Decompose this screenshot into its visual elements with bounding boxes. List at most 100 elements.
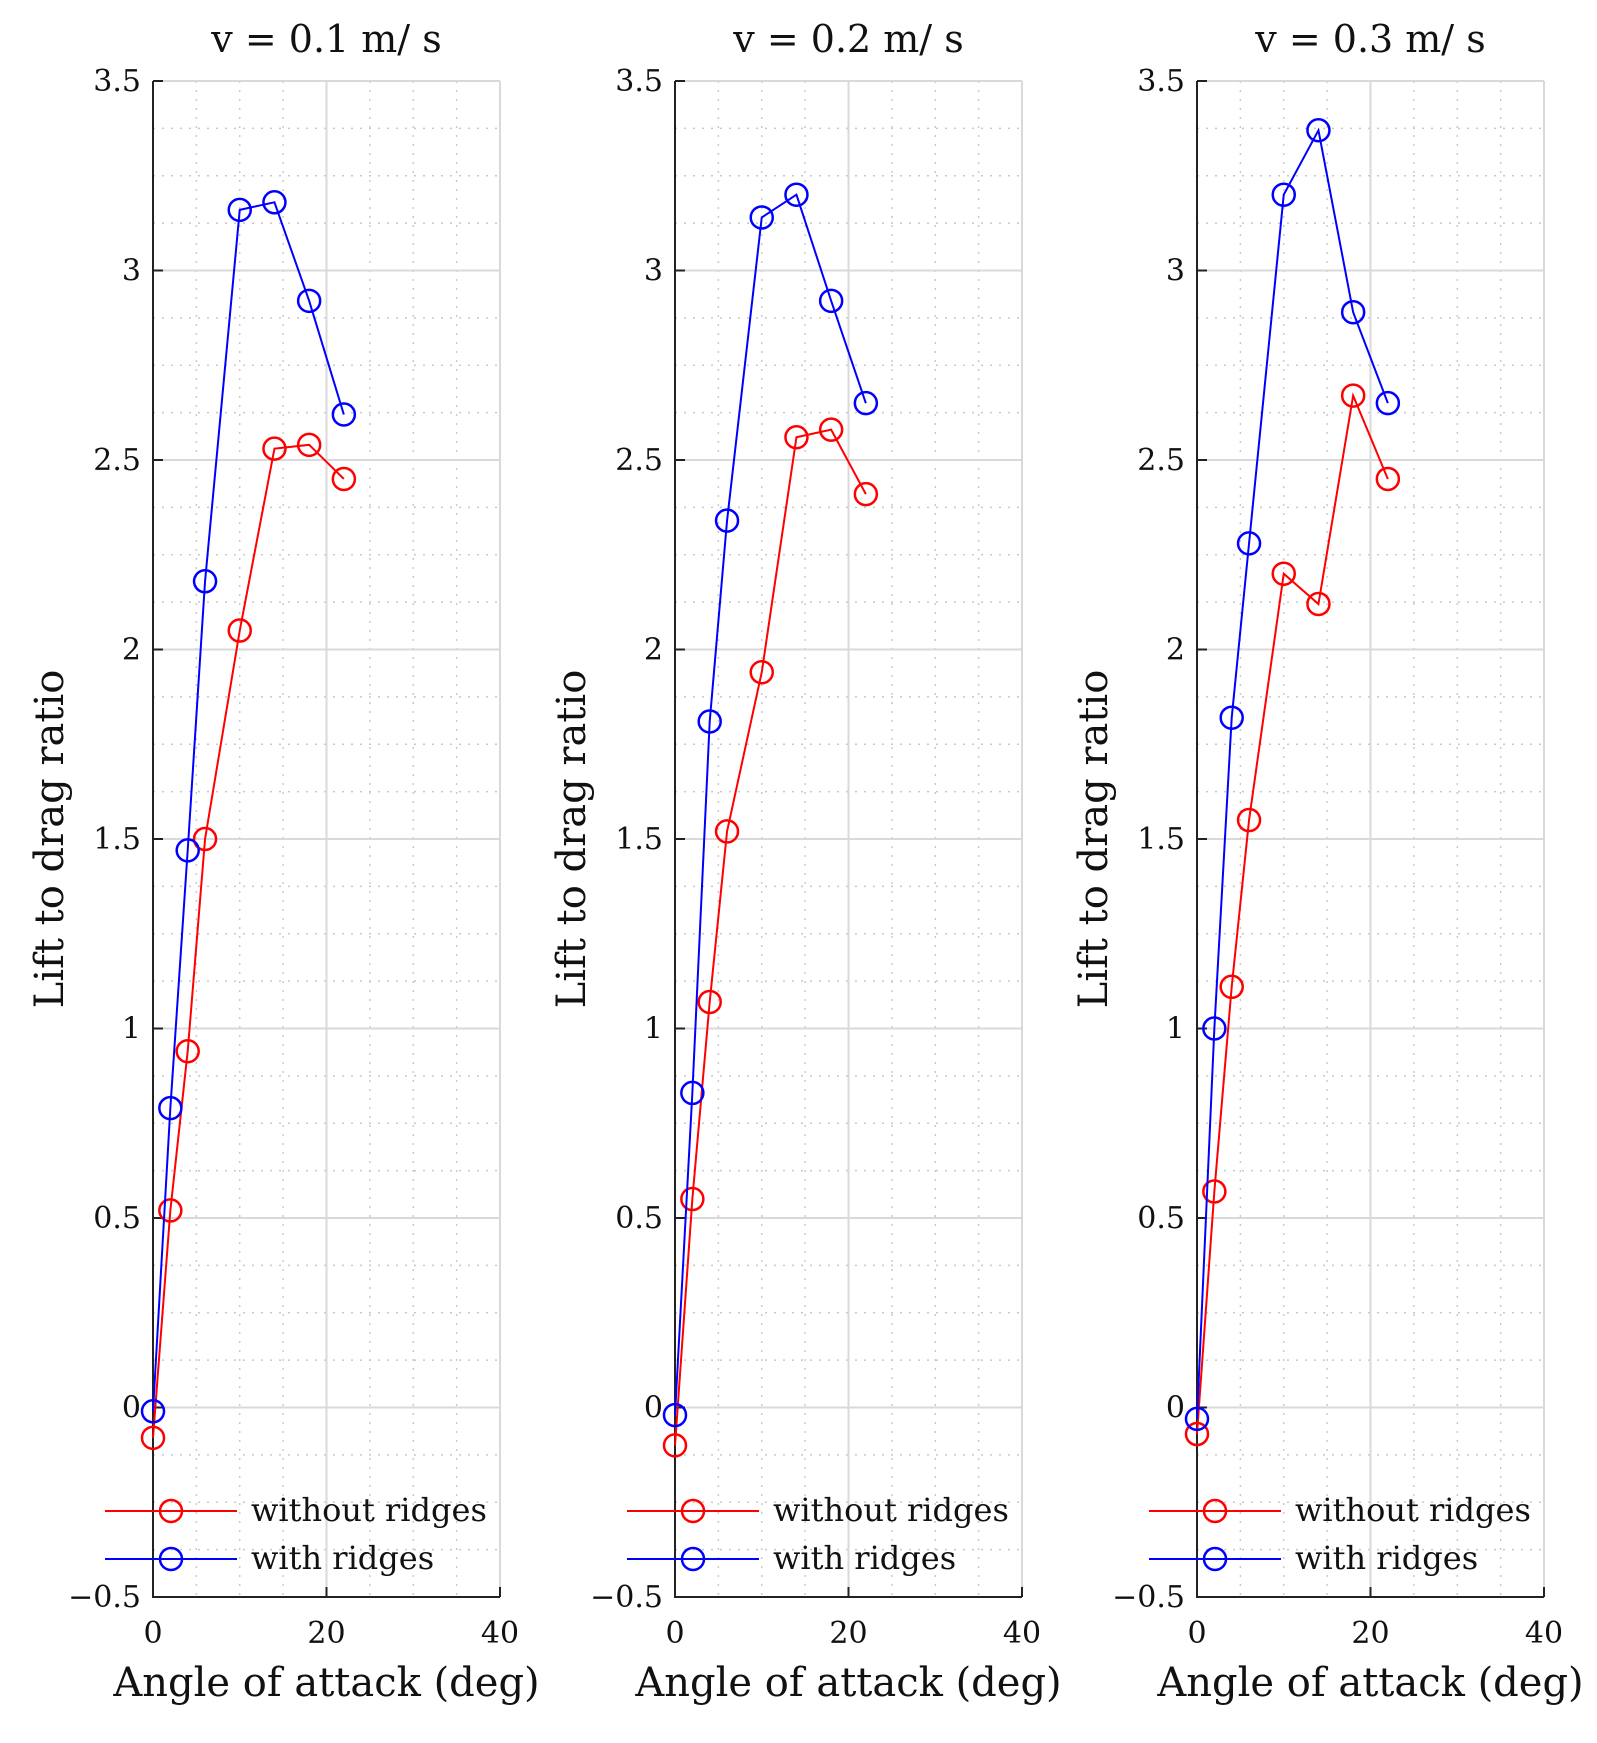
x-tick-label: 20: [829, 1616, 867, 1651]
x-tick-label: 0: [1187, 1616, 1206, 1651]
legend-marker: [158, 1498, 184, 1524]
x-axis-label: Angle of attack (deg): [112, 1660, 539, 1706]
series-line: [152, 201, 345, 1412]
data-point-marker: [227, 618, 252, 643]
series-with-ridges: [140, 190, 357, 1424]
data-point-marker: [1375, 390, 1401, 416]
data-point-marker: [158, 1198, 183, 1223]
series-without-ridges: [140, 432, 357, 1451]
data-point-marker: [784, 182, 809, 207]
legend-marker: [680, 1546, 706, 1572]
legend-label: with ridges: [1295, 1539, 1478, 1577]
data-point-marker: [262, 436, 287, 461]
x-tick-label: 0: [665, 1616, 684, 1651]
y-axis-label: Lift to drag ratio: [27, 670, 73, 1009]
x-tick-label: 40: [481, 1616, 519, 1651]
data-point-marker: [853, 481, 879, 507]
series-without-ridges: [1184, 383, 1401, 1447]
data-point-marker: [697, 989, 722, 1015]
data-point-marker: [1202, 1016, 1227, 1041]
data-point-marker: [1184, 1421, 1210, 1447]
series-line: [152, 443, 345, 1438]
y-tick-label: 2: [644, 633, 663, 668]
panel-title: v = 0.2 m/ s: [732, 17, 963, 61]
data-point-marker: [784, 425, 809, 450]
y-tick-label: 3: [122, 254, 141, 289]
data-point-marker: [1271, 561, 1296, 586]
legend-marker: [1202, 1546, 1228, 1572]
data-point-marker: [749, 659, 774, 685]
y-tick-label: 3: [1166, 254, 1185, 289]
series-with-ridges: [1184, 118, 1401, 1432]
major-grid: [1196, 80, 1545, 1598]
y-tick-label: 0: [1166, 1391, 1185, 1426]
y-tick-label: 0.5: [615, 1201, 663, 1236]
series-with-ridges: [662, 182, 879, 1428]
data-point-marker: [158, 1095, 183, 1121]
y-tick-label: 1.5: [93, 822, 141, 857]
data-point-marker: [1236, 807, 1262, 833]
data-point-marker: [818, 417, 844, 442]
data-point-marker: [1184, 1406, 1210, 1432]
data-point-marker: [1375, 466, 1401, 492]
y-tick-label: 3: [644, 254, 663, 289]
y-tick-label: 0: [122, 1391, 141, 1426]
series-line: [674, 428, 867, 1446]
legend: without ridges with ridges: [1149, 1491, 1531, 1577]
y-tick-label: 0: [644, 1391, 663, 1426]
y-tick-label: 1: [122, 1012, 141, 1047]
data-point-marker: [1306, 118, 1331, 143]
data-point-marker: [227, 197, 252, 223]
y-tick-label: −0.5: [1112, 1580, 1185, 1615]
x-tick-label: 40: [1525, 1616, 1563, 1651]
data-point-marker: [1306, 591, 1331, 617]
data-point-marker: [140, 1399, 166, 1424]
data-point-marker: [1219, 705, 1244, 730]
data-point-marker: [1271, 182, 1296, 207]
data-point-marker: [853, 390, 879, 416]
y-tick-label: 2.5: [1137, 443, 1185, 478]
data-point-marker: [662, 1433, 688, 1458]
panel-title: v = 0.1 m/ s: [210, 17, 441, 61]
data-point-marker: [714, 508, 740, 533]
data-point-marker: [296, 288, 322, 314]
y-tick-label: 1.5: [1137, 822, 1185, 857]
y-tick-label: −0.5: [590, 1580, 663, 1615]
y-tick-label: 2.5: [615, 443, 663, 478]
y-tick-label: 3.5: [93, 64, 141, 99]
x-tick-label: 20: [307, 1616, 345, 1651]
x-tick-label: 20: [1351, 1616, 1389, 1651]
y-axis-label: Lift to drag ratio: [549, 670, 595, 1009]
legend-label: with ridges: [773, 1539, 956, 1577]
chart-panel-3: −0.500.511.522.533.50 20 40v = 0.3 m/ sAng…: [1071, 17, 1584, 1706]
legend-marker: [680, 1498, 706, 1524]
data-point-marker: [175, 838, 200, 863]
y-tick-label: 3.5: [615, 64, 663, 99]
data-point-marker: [749, 205, 774, 230]
x-axis-label: Angle of attack (deg): [634, 1660, 1061, 1706]
data-point-marker: [262, 190, 287, 215]
x-tick-label: 0: [143, 1616, 162, 1651]
data-point-marker: [680, 1186, 705, 1212]
data-point-marker: [1236, 531, 1262, 556]
chart-panel-1: −0.500.511.522.533.50 20 40v = 0.1 m/ sAng…: [27, 17, 540, 1706]
data-point-marker: [662, 1402, 688, 1428]
y-tick-label: 3.5: [1137, 64, 1185, 99]
y-tick-label: 1.5: [615, 822, 663, 857]
series-line: [1196, 127, 1389, 1419]
y-tick-label: 2.5: [93, 443, 141, 478]
y-axis-label: Lift to drag ratio: [1071, 670, 1117, 1009]
data-point-marker: [175, 1038, 200, 1064]
data-point-marker: [1219, 974, 1244, 1000]
data-point-marker: [331, 402, 357, 427]
data-point-marker: [680, 1080, 705, 1106]
data-point-marker: [192, 826, 218, 852]
panel-title: v = 0.3 m/ s: [1254, 17, 1485, 61]
legend-label: without ridges: [1295, 1491, 1531, 1529]
data-point-marker: [1340, 383, 1366, 408]
x-tick-label: 40: [1003, 1616, 1041, 1651]
series-without-ridges: [662, 417, 879, 1458]
legend-marker: [158, 1546, 184, 1572]
data-point-marker: [331, 466, 357, 492]
y-tick-label: 1: [1166, 1012, 1185, 1047]
